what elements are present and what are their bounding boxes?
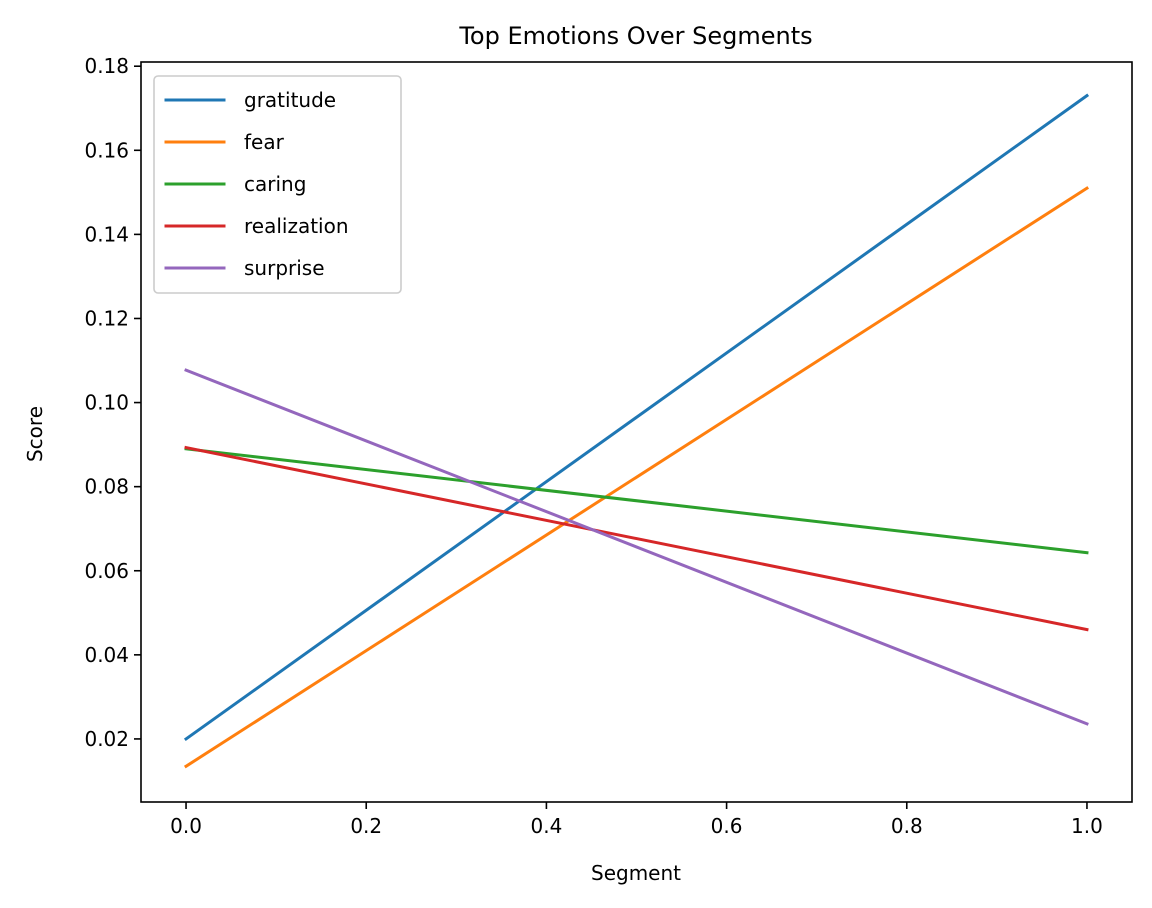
legend-label-realization: realization (244, 214, 349, 238)
legend-label-surprise: surprise (244, 256, 325, 280)
y-axis-label: Score (23, 406, 47, 462)
series-line-gratitude (183, 93, 1090, 742)
series-line-fear (183, 186, 1090, 769)
y-tick-label: 0.04 (84, 643, 129, 667)
legend-box (153, 75, 402, 294)
y-tick-label: 0.10 (84, 391, 129, 415)
series-line-surprise (184, 368, 1089, 726)
x-tick-label: 1.0 (1071, 814, 1103, 838)
y-tick-label: 0.12 (84, 306, 129, 330)
x-tick-label: 0.4 (531, 814, 563, 838)
x-tick-label: 0.8 (891, 814, 923, 838)
legend-label-fear: fear (244, 130, 285, 154)
axes-frame (140, 61, 1133, 803)
legend-label-caring: caring (244, 172, 306, 196)
y-tick-label: 0.08 (84, 475, 129, 499)
y-tick-label: 0.06 (84, 559, 129, 583)
x-tick-label: 0.6 (711, 814, 743, 838)
y-tick-label: 0.18 (84, 54, 129, 78)
y-tick-label: 0.02 (84, 727, 129, 751)
legend-label-gratitude: gratitude (244, 88, 336, 112)
x-tick-label: 0.0 (170, 814, 202, 838)
legend: gratitude fear caring realization surprise (153, 75, 402, 294)
y-tick-label: 0.14 (84, 222, 129, 246)
x-axis-label: Segment (591, 861, 681, 885)
series-line-caring (184, 447, 1089, 555)
plot-area: 0.0 0.2 0.4 0.6 0.8 1.0 0.02 0.04 0.06 0.08 0.10 0.… (84, 54, 1133, 838)
series-line-realization (184, 445, 1089, 632)
x-tick-label: 0.2 (350, 814, 382, 838)
chart-title: Top Emotions Over Segments (458, 22, 812, 50)
y-tick-label: 0.16 (84, 138, 129, 162)
